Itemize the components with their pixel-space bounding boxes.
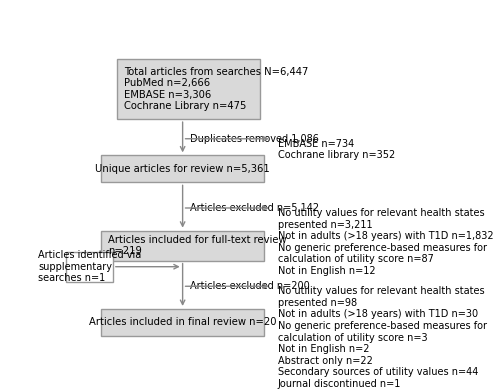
Text: Articles included in final review n=20: Articles included in final review n=20 bbox=[89, 317, 276, 327]
Bar bbox=[101, 155, 264, 182]
Text: No utility values for relevant health states
presented n=98
Not in adults (>18 y: No utility values for relevant health st… bbox=[278, 286, 486, 389]
Text: Articles included for full-text review
n=219: Articles included for full-text review n… bbox=[108, 235, 287, 256]
Text: Unique articles for review n=5,361: Unique articles for review n=5,361 bbox=[95, 164, 270, 174]
Bar bbox=[101, 231, 264, 261]
Text: Articles excluded n=5,142: Articles excluded n=5,142 bbox=[190, 203, 320, 213]
Text: Duplicates removed 1,086: Duplicates removed 1,086 bbox=[190, 134, 320, 144]
Text: No utility values for relevant health states
presented n=3,211
Not in adults (>1: No utility values for relevant health st… bbox=[278, 208, 493, 276]
Text: Articles excluded n=200: Articles excluded n=200 bbox=[190, 281, 310, 291]
Bar bbox=[117, 59, 260, 119]
Text: Articles identified via
supplementary
searches n=1: Articles identified via supplementary se… bbox=[38, 250, 142, 283]
Text: EMBASE n=734
Cochrane library n=352: EMBASE n=734 Cochrane library n=352 bbox=[278, 139, 395, 160]
Bar bbox=[101, 309, 264, 336]
Text: Total articles from searches N=6,447
PubMed n=2,666
EMBASE n=3,306
Cochrane Libr: Total articles from searches N=6,447 Pub… bbox=[124, 67, 308, 111]
Bar bbox=[66, 252, 113, 282]
